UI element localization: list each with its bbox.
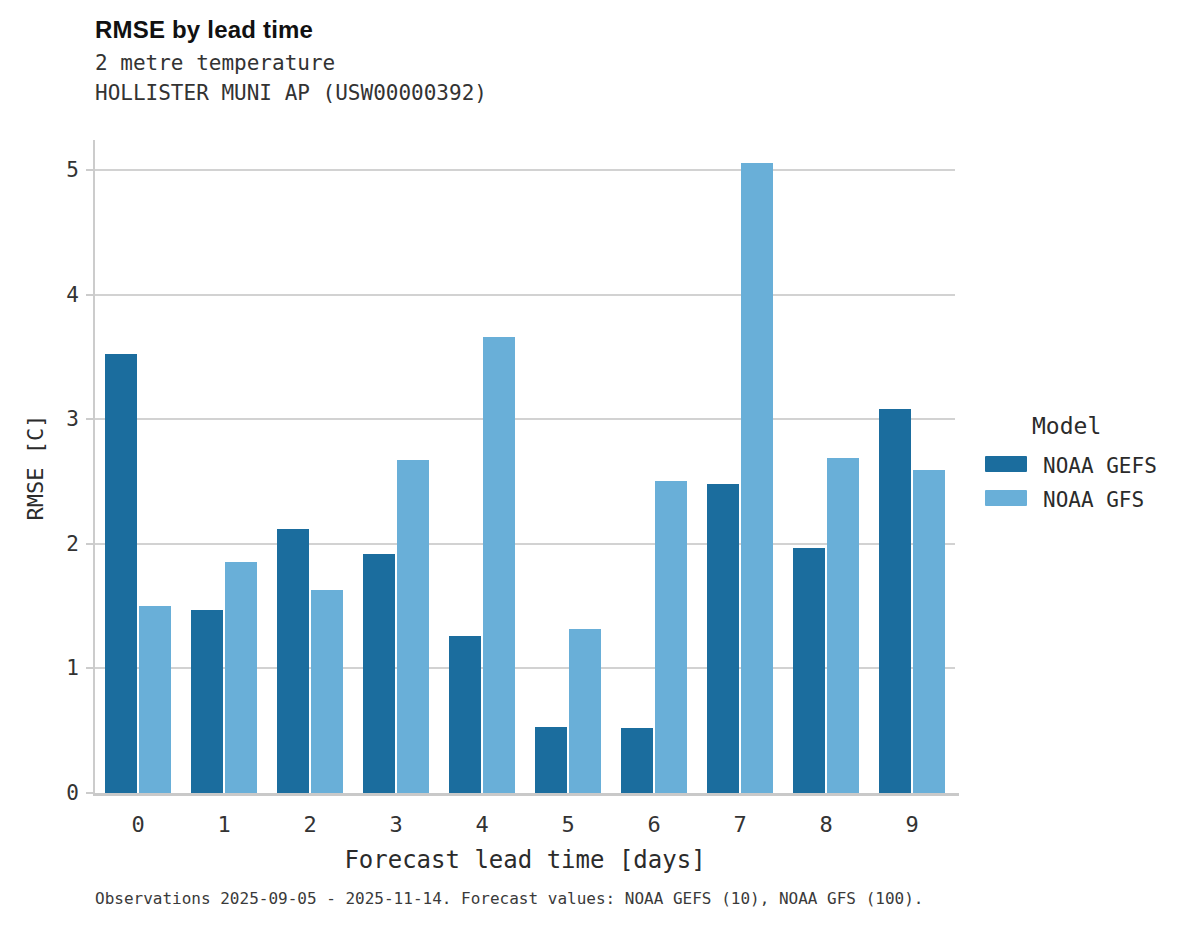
x-tick-label-1: 1 [194, 812, 254, 837]
y-tick-mark-1 [86, 667, 93, 669]
bar-noaa-gefs-lead-4 [449, 636, 481, 793]
x-axis-spine [93, 793, 959, 796]
x-tick-label-3: 3 [366, 812, 426, 837]
gridline-y-4 [95, 294, 955, 296]
bar-noaa-gefs-lead-9 [879, 409, 911, 793]
bar-noaa-gfs-lead-9 [913, 470, 945, 793]
bar-noaa-gefs-lead-8 [793, 548, 825, 793]
bar-noaa-gfs-lead-0 [139, 606, 171, 793]
y-tick-label-1: 1 [43, 654, 79, 682]
x-axis-title: Forecast lead time [days] [95, 846, 955, 874]
bar-noaa-gfs-lead-7 [741, 163, 773, 793]
bar-noaa-gefs-lead-0 [105, 354, 137, 793]
x-tick-label-0: 0 [108, 812, 168, 837]
y-tick-label-0: 0 [43, 779, 79, 807]
x-tick-label-5: 5 [538, 812, 598, 837]
bar-noaa-gefs-lead-3 [363, 554, 395, 793]
y-tick-label-5: 5 [43, 156, 79, 184]
bar-noaa-gfs-lead-4 [483, 337, 515, 793]
legend-title: Model [1032, 413, 1101, 439]
bar-noaa-gefs-lead-5 [535, 727, 567, 793]
bar-noaa-gfs-lead-8 [827, 458, 859, 793]
y-tick-mark-3 [86, 418, 93, 420]
x-tick-label-2: 2 [280, 812, 340, 837]
y-tick-mark-4 [86, 294, 93, 296]
gridline-y-5 [95, 169, 955, 171]
y-axis-spine [93, 140, 95, 795]
legend-swatch-noaa-gefs [985, 456, 1027, 472]
footer-note: Observations 2025-09-05 - 2025-11-14. Fo… [95, 889, 923, 908]
y-tick-mark-5 [86, 169, 93, 171]
gridline-y-1 [95, 667, 955, 669]
legend-swatch-noaa-gfs [985, 490, 1027, 506]
bar-noaa-gefs-lead-7 [707, 484, 739, 793]
x-tick-label-4: 4 [452, 812, 512, 837]
bar-noaa-gfs-lead-3 [397, 460, 429, 793]
chart-title: RMSE by lead time [95, 16, 313, 44]
bar-noaa-gfs-lead-5 [569, 629, 601, 793]
bar-noaa-gfs-lead-1 [225, 562, 257, 793]
chart-subtitle-variable: 2 metre temperature [95, 51, 335, 75]
legend-label-noaa-gfs: NOAA GFS [1043, 488, 1144, 512]
plot-area [95, 140, 955, 793]
chart-subtitle-station: HOLLISTER MUNI AP (USW00000392) [95, 81, 487, 105]
y-axis-title: RMSE [C] [23, 358, 48, 578]
bar-noaa-gfs-lead-6 [655, 481, 687, 793]
gridline-y-2 [95, 543, 955, 545]
bar-noaa-gefs-lead-1 [191, 610, 223, 793]
y-tick-label-2: 2 [43, 530, 79, 558]
x-tick-label-9: 9 [882, 812, 942, 837]
chart-page: RMSE by lead time 2 metre temperature HO… [0, 0, 1195, 928]
y-tick-mark-2 [86, 543, 93, 545]
y-tick-mark-0 [86, 792, 93, 794]
x-tick-label-6: 6 [624, 812, 684, 837]
x-tick-label-7: 7 [710, 812, 770, 837]
bar-noaa-gefs-lead-2 [277, 529, 309, 793]
legend-label-noaa-gefs: NOAA GEFS [1043, 454, 1157, 478]
bar-noaa-gfs-lead-2 [311, 590, 343, 793]
bar-noaa-gefs-lead-6 [621, 728, 653, 793]
x-tick-label-8: 8 [796, 812, 856, 837]
gridline-y-3 [95, 418, 955, 420]
y-tick-label-3: 3 [43, 405, 79, 433]
y-tick-label-4: 4 [43, 281, 79, 309]
